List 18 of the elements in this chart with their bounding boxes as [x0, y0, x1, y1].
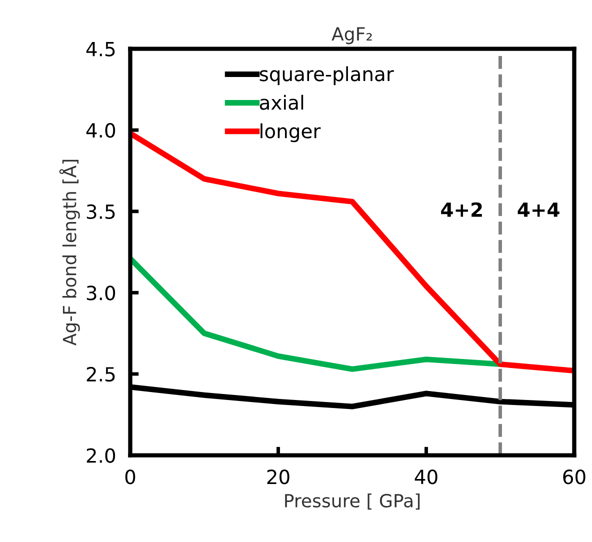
annotation: 4+4 — [518, 202, 560, 217]
x-tick-label: 60 — [563, 470, 586, 484]
legend-label: axial — [260, 94, 304, 110]
chart-title: AgF₂ — [332, 27, 372, 44]
legend-label: longer — [260, 123, 321, 142]
y-tick-label: 2.0 — [86, 448, 116, 463]
x-axis-title: Pressure [ GPa] — [285, 494, 420, 510]
x-tick-label: 40 — [414, 470, 438, 484]
x-tick-label: 0 — [125, 470, 136, 484]
y-axis-title: Ag-F bond length [Å] — [59, 160, 80, 346]
y-tick-label: 3.5 — [86, 204, 115, 220]
annotation: 4+2 — [441, 202, 482, 217]
x-tick-label: 20 — [267, 470, 290, 484]
y-tick-label: 4.5 — [86, 42, 115, 56]
y-tick-label: 4.0 — [86, 123, 116, 138]
legend-label: square-planar — [260, 66, 394, 86]
y-tick-label: 3.0 — [86, 286, 116, 300]
y-tick-label: 2.5 — [86, 366, 115, 382]
